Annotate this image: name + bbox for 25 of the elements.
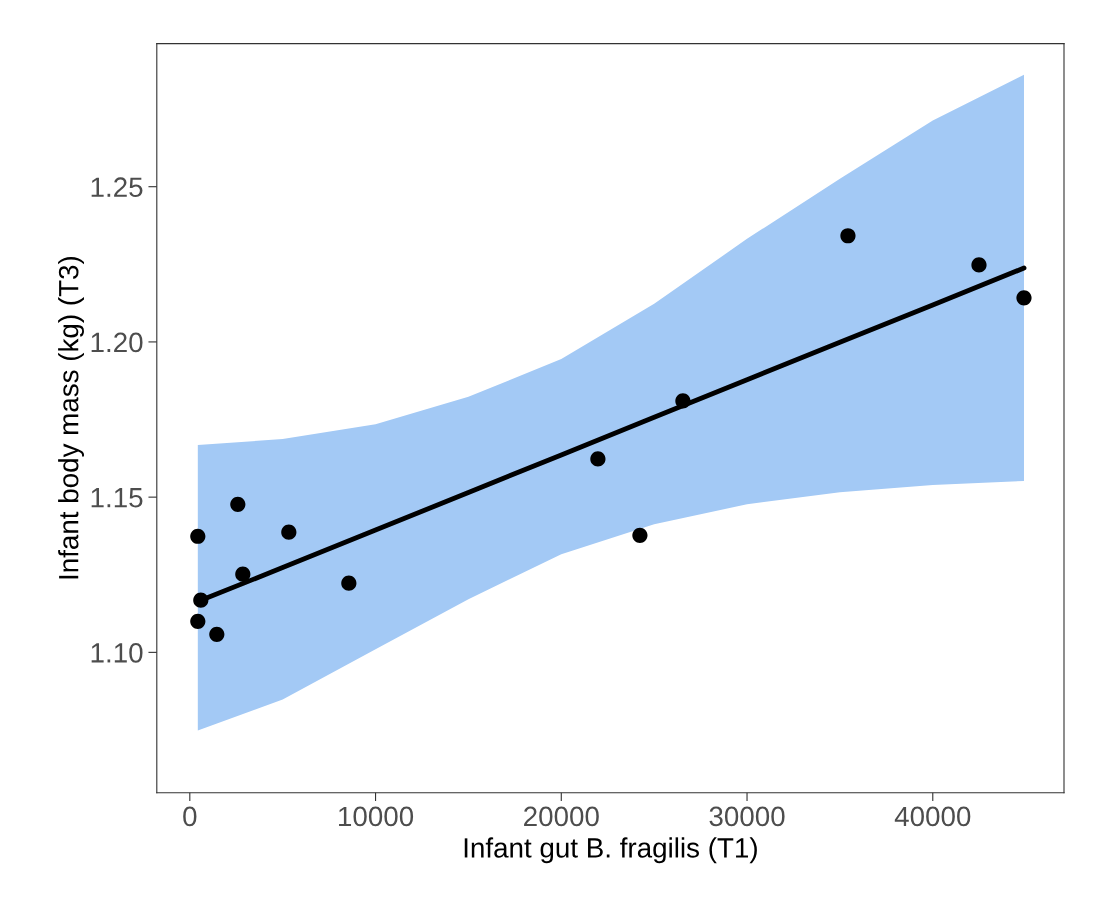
y-axis-title: Infant body mass (kg) (T3) [58, 256, 84, 579]
x-tick-label: 40000 [894, 806, 971, 827]
x-tick-label: 10000 [339, 806, 414, 827]
point [281, 524, 297, 540]
y-tick-label: 1.10 [91, 643, 143, 663]
y-tick-label: 1.25 [91, 177, 143, 198]
point [971, 257, 987, 273]
point [1016, 290, 1032, 306]
point [190, 613, 206, 629]
point [209, 626, 225, 642]
point [590, 451, 606, 467]
point [341, 575, 357, 591]
y-tick-label: 1.15 [91, 488, 143, 508]
point [675, 393, 691, 409]
point [193, 592, 209, 608]
x-axis-title: Infant gut B. fragilis (T1) [464, 837, 757, 864]
x-tick-label: 20000 [524, 806, 599, 827]
y-tick-label: 1.20 [91, 332, 143, 353]
point [235, 566, 251, 582]
point [190, 528, 206, 544]
point [230, 496, 246, 512]
x-tick-label: 0 [183, 806, 197, 827]
point [840, 228, 856, 244]
x-tick-label: 30000 [709, 806, 785, 827]
point [632, 527, 648, 543]
